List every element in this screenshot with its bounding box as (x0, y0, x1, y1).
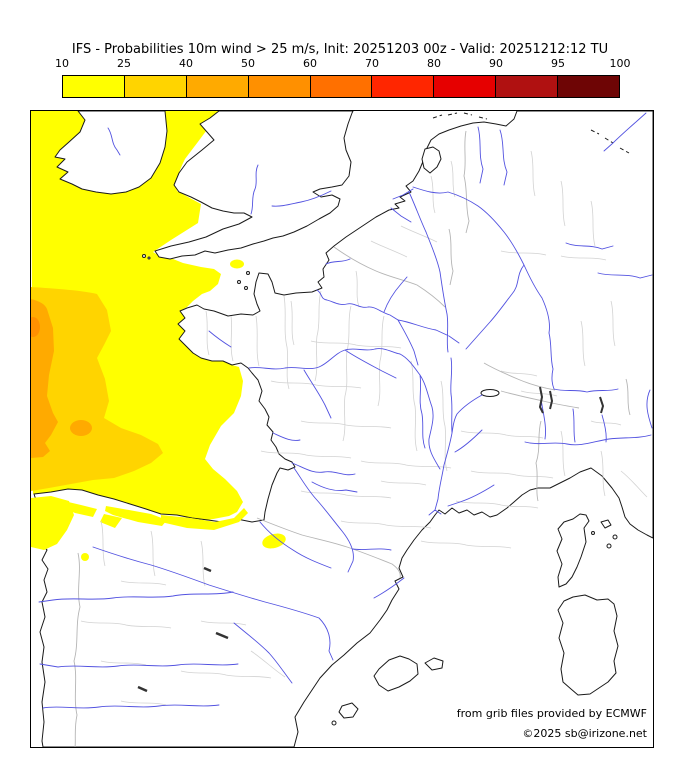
page-title: IFS - Probabilities 10m wind > 25 m/s, I… (71, 42, 609, 57)
department-borders (80, 150, 648, 706)
colorbar-segment (434, 76, 497, 97)
country-borders (73, 130, 631, 747)
colorbar-tick-label: 100 (609, 57, 631, 70)
galicia-yellow-patch (31, 496, 74, 550)
colorbar-segment (496, 76, 559, 97)
balearic-islet (331, 720, 337, 726)
colorbar-segment (310, 76, 373, 97)
colorbar-tick-label: 90 (489, 57, 503, 70)
attribution-source: from grib files provided by ECMWF (456, 707, 647, 720)
river-network (38, 112, 653, 709)
cantabria-yellow-spot (81, 553, 89, 561)
colorbar-segment (124, 76, 187, 97)
lake-geneva (480, 389, 500, 397)
north-spain-strip (63, 501, 97, 517)
colorbar-segment (248, 76, 311, 97)
land-layer (33, 111, 653, 747)
channel-yellow-blob (230, 259, 244, 269)
colorbar (62, 75, 620, 98)
alpine-lakes (538, 386, 605, 414)
prob-region-25 (31, 287, 163, 491)
scilly-islet (142, 254, 146, 258)
prob-region-40 (31, 299, 58, 458)
probability-sea-layer (31, 111, 243, 520)
channel-island-jersey (244, 286, 248, 290)
mallorca-coastline (373, 655, 419, 692)
prob-region-50-spot (31, 317, 40, 337)
scilly-islet (147, 256, 151, 260)
colorbar-tick-label: 70 (365, 57, 379, 70)
basque-coast-strip (161, 508, 248, 530)
north-spain-strip (100, 514, 122, 528)
prob-region-40-blob (70, 420, 92, 436)
tuscan-islet (612, 534, 618, 540)
ijsselmeer-lake (421, 146, 442, 174)
corsica-coastline (556, 513, 590, 588)
channel-island-guernsey (237, 280, 241, 284)
colorbar-tick-label: 50 (241, 57, 255, 70)
pyrenees-yellow-patch (262, 533, 286, 549)
ibiza-coastline (338, 702, 359, 719)
probability-land-layer (31, 259, 286, 561)
colorbar-segment (558, 76, 620, 97)
great-britain-coastline (154, 111, 354, 260)
colorbar-tick-label: 25 (117, 57, 131, 70)
colorbar-segment (63, 76, 125, 97)
map-frame: from grib files provided by ECMWF ©2025 … (30, 110, 654, 748)
colorbar-tick-label: 40 (179, 57, 193, 70)
admin-borders-layer (73, 130, 648, 747)
continent-coastline (33, 111, 653, 747)
colorbar-tick-label: 95 (551, 57, 565, 70)
channel-island-alderney (246, 271, 250, 275)
north-spain-strip (105, 506, 167, 526)
rivers-layer (38, 112, 653, 709)
colorbar-segment (186, 76, 249, 97)
capraia-islet (591, 531, 595, 535)
map-canvas (31, 111, 653, 747)
colorbar-tick-label: 60 (303, 57, 317, 70)
elba-island (600, 519, 612, 529)
sardinia-coastline (557, 594, 619, 696)
colorbar-tick-label: 80 (427, 57, 441, 70)
colorbar-tick-row: 10 25 40 50 60 70 80 90 95 100 (55, 57, 631, 71)
ireland-coastline (54, 111, 168, 195)
colorbar-segment (372, 76, 435, 97)
tuscan-islet (606, 543, 612, 549)
spanish-reservoirs (137, 566, 229, 693)
menorca-coastline (424, 657, 444, 671)
colorbar-tick-label: 10 (55, 57, 69, 70)
lakes-layer (137, 386, 605, 693)
attribution-copyright: ©2025 sb@irizone.net (522, 727, 647, 740)
